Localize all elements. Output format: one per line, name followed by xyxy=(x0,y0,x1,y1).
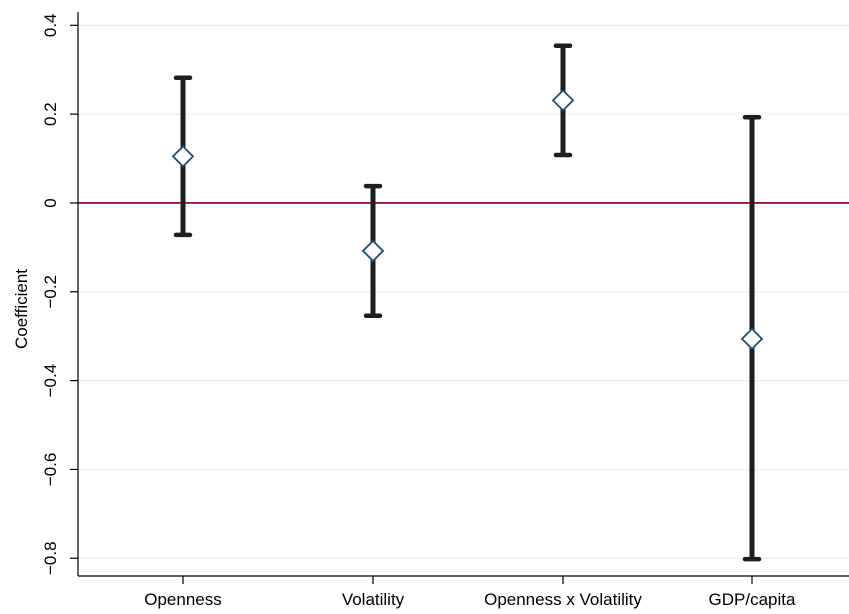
y-tick-label: −0.8 xyxy=(41,541,60,575)
x-tick-label: Openness xyxy=(144,590,222,609)
y-tick-label: 0.4 xyxy=(41,14,60,38)
point-estimate-marker xyxy=(171,145,195,168)
axis-labels: Coefficient xyxy=(12,269,31,349)
x-tick-label: Openness x Volatility xyxy=(484,590,642,609)
point-estimates xyxy=(171,89,764,351)
y-tick-label: −0.6 xyxy=(41,453,60,487)
axes: −0.8 −0.6 −0.4 −0.2 0 0.2 0.4 Openness Volatilit… xyxy=(41,12,849,609)
y-tick-label: −0.2 xyxy=(41,275,60,309)
point-estimate-marker xyxy=(740,327,764,351)
y-axis-title: Coefficient xyxy=(12,269,31,349)
y-tick-label: −0.4 xyxy=(41,364,60,398)
x-tick-label: GDP/capita xyxy=(709,590,796,609)
y-tick-label: 0 xyxy=(41,198,60,207)
point-estimate-marker xyxy=(551,89,575,112)
y-tick-label: 0.2 xyxy=(41,102,60,126)
point-estimate-marker xyxy=(361,239,385,263)
x-tick-label: Volatility xyxy=(342,590,405,609)
